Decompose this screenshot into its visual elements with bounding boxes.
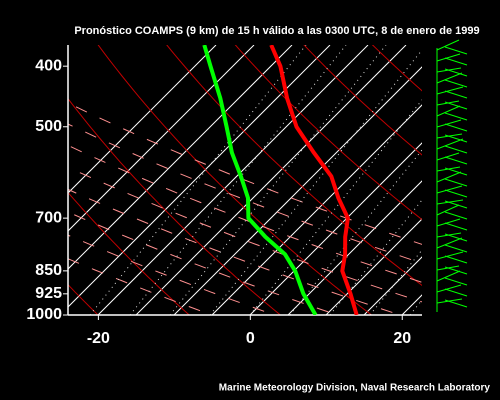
x-tick-label: 20 bbox=[393, 330, 411, 347]
moist-adiabat bbox=[68, 188, 403, 315]
dry-adiabat bbox=[166, 45, 422, 286]
barb bbox=[444, 200, 468, 209]
barb bbox=[436, 72, 463, 84]
profile-line: Temperatura bbox=[269, 45, 359, 315]
barb bbox=[444, 145, 468, 154]
barb bbox=[436, 105, 461, 117]
barb bbox=[436, 39, 460, 51]
barb bbox=[444, 123, 468, 132]
y-tick-label: 1000 bbox=[26, 306, 62, 323]
barb bbox=[444, 299, 468, 308]
y-tick-label: 700 bbox=[35, 209, 62, 226]
barb bbox=[444, 101, 468, 110]
barb bbox=[436, 204, 460, 216]
isotherm bbox=[68, 45, 293, 270]
moist-adiabat bbox=[68, 123, 422, 264]
barb bbox=[444, 46, 468, 55]
dry-adiabat bbox=[68, 191, 190, 315]
dry-adiabat bbox=[303, 45, 422, 156]
barb bbox=[436, 270, 461, 282]
barb bbox=[436, 86, 464, 95]
barb bbox=[436, 119, 462, 128]
moist-adiabat bbox=[68, 166, 422, 303]
x-tick-label: 0 bbox=[246, 330, 255, 347]
barb bbox=[444, 244, 468, 253]
credit: Marine Meteorology Division, Naval Resea… bbox=[219, 383, 491, 394]
barb bbox=[444, 233, 468, 242]
barb bbox=[444, 266, 468, 275]
barb bbox=[444, 90, 468, 99]
chart-title: Pronóstico COAMPS (9 km) de 15 h válido … bbox=[74, 25, 479, 37]
isotherm bbox=[68, 45, 255, 232]
barb bbox=[444, 211, 468, 220]
barb bbox=[444, 255, 468, 264]
x-tick-label: -20 bbox=[87, 330, 110, 347]
isotherm bbox=[97, 45, 369, 315]
barb bbox=[436, 152, 460, 161]
barb bbox=[436, 251, 464, 260]
y-tick-label: 400 bbox=[35, 57, 62, 74]
barb bbox=[444, 288, 468, 297]
barb bbox=[444, 112, 468, 121]
diagram-lines bbox=[68, 45, 422, 315]
barb bbox=[436, 53, 461, 62]
y-tick-label: 925 bbox=[35, 285, 62, 302]
isotherm bbox=[287, 180, 422, 315]
y-tick-label: 500 bbox=[35, 118, 62, 135]
barb bbox=[444, 277, 468, 286]
barb bbox=[444, 167, 468, 176]
barb bbox=[444, 189, 468, 198]
barb bbox=[436, 218, 461, 227]
isotherm bbox=[325, 218, 422, 315]
barb bbox=[436, 171, 462, 183]
isotherm bbox=[135, 45, 407, 315]
barb bbox=[444, 68, 468, 77]
barb bbox=[436, 284, 462, 293]
isotherm bbox=[363, 256, 422, 315]
barb bbox=[444, 178, 468, 187]
isotherm bbox=[173, 66, 422, 315]
barb bbox=[444, 156, 468, 165]
barb bbox=[436, 138, 464, 150]
barb bbox=[444, 222, 468, 231]
isotherm bbox=[68, 45, 217, 194]
barb bbox=[436, 199, 464, 205]
barb bbox=[444, 57, 468, 66]
barb bbox=[436, 185, 463, 194]
dry-adiabat bbox=[68, 97, 282, 315]
isotherm bbox=[211, 104, 422, 315]
barb bbox=[444, 79, 468, 88]
profile-line: Punto de rocío bbox=[202, 45, 318, 315]
dry-adiabat bbox=[68, 283, 99, 315]
barb bbox=[436, 237, 463, 249]
y-tick-label: 850 bbox=[35, 262, 62, 279]
barb bbox=[444, 134, 468, 143]
wind-barbs bbox=[436, 39, 468, 312]
